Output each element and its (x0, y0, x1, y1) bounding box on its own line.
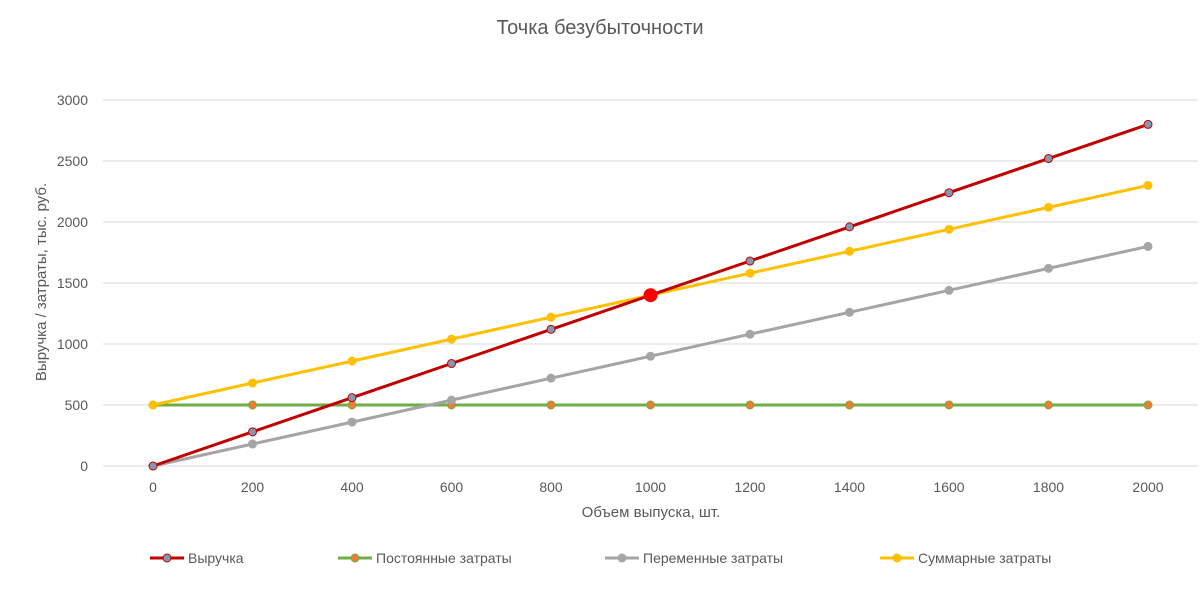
y-tick-label: 1500 (57, 275, 88, 291)
data-point (646, 400, 655, 410)
legend-label: Суммарные затраты (918, 550, 1051, 566)
data-point (447, 334, 456, 344)
x-tick-label: 1000 (635, 479, 666, 495)
data-point (745, 268, 755, 278)
data-point (944, 188, 954, 198)
data-point (745, 329, 755, 339)
data-point (646, 351, 655, 361)
legend-item: Выручка (150, 550, 244, 566)
data-point (347, 356, 357, 366)
x-axis-ticks: 0 200 400 600 800 1000 1200 1400 1600 1800 2000 (149, 479, 1164, 495)
data-point (1143, 400, 1153, 410)
x-tick-label: 1400 (834, 479, 865, 495)
data-point (745, 400, 755, 410)
data-point (248, 378, 257, 388)
data-point (845, 246, 854, 256)
y-tick-label: 2000 (57, 214, 88, 230)
x-tick-label: 600 (440, 479, 464, 495)
data-point (546, 373, 556, 383)
legend-item: Постоянные затраты (338, 550, 512, 566)
data-point (1143, 241, 1153, 251)
data-point (845, 222, 854, 232)
series-1 (148, 400, 1153, 410)
x-tick-label: 800 (539, 479, 563, 495)
data-point (944, 285, 954, 295)
data-point (546, 312, 556, 322)
data-point (447, 395, 456, 405)
data-point (845, 307, 854, 317)
data-point (1044, 154, 1053, 164)
legend-marker (162, 553, 172, 563)
data-point (944, 224, 954, 234)
y-axis-title: Выручка / затраты, тыс. руб. (33, 183, 50, 381)
legend-marker (617, 553, 627, 563)
y-tick-label: 1000 (57, 336, 88, 352)
y-tick-label: 500 (65, 397, 89, 413)
legend-label: Переменные затраты (643, 550, 783, 566)
data-point (347, 417, 357, 427)
data-point (148, 461, 158, 471)
data-point (745, 256, 755, 266)
legend-item: Суммарные затраты (880, 550, 1051, 566)
annotations (643, 288, 658, 303)
legend: Выручка Постоянные затраты Переменные затр… (150, 550, 1051, 566)
legend-item: Переменные затраты (605, 550, 783, 566)
break-even-marker (643, 288, 658, 303)
y-tick-label: 2500 (57, 153, 88, 169)
y-axis-ticks: 0 500 1000 1500 2000 2500 3000 (57, 92, 88, 474)
data-point (1143, 119, 1153, 129)
data-point (1044, 202, 1053, 212)
series-2 (148, 241, 1153, 471)
x-tick-label: 2000 (1132, 479, 1163, 495)
legend-label: Выручка (188, 550, 244, 566)
x-tick-label: 0 (149, 479, 157, 495)
gridlines (103, 99, 1198, 467)
x-tick-label: 1600 (933, 479, 964, 495)
data-point (347, 393, 357, 403)
data-point (546, 324, 556, 334)
y-tick-label: 3000 (57, 92, 88, 108)
data-point (347, 400, 357, 410)
legend-label: Постоянные затраты (376, 550, 512, 566)
data-point (148, 400, 158, 410)
data-point (1044, 263, 1053, 273)
data-point (944, 400, 954, 410)
x-tick-label: 1800 (1033, 479, 1064, 495)
data-point (447, 359, 456, 369)
x-tick-label: 200 (241, 479, 265, 495)
data-point (248, 427, 257, 437)
data-point (845, 400, 854, 410)
x-tick-label: 400 (340, 479, 364, 495)
y-tick-label: 0 (80, 458, 88, 474)
chart-title: Точка безубыточности (496, 17, 703, 39)
legend-marker (892, 553, 902, 563)
data-point (1143, 180, 1153, 190)
data-point (1044, 400, 1053, 410)
data-point (248, 400, 257, 410)
data-point (546, 400, 556, 410)
x-tick-label: 1200 (734, 479, 765, 495)
data-point (248, 439, 257, 449)
legend-marker (350, 553, 360, 563)
x-axis-title: Объем выпуска, шт. (582, 504, 721, 521)
